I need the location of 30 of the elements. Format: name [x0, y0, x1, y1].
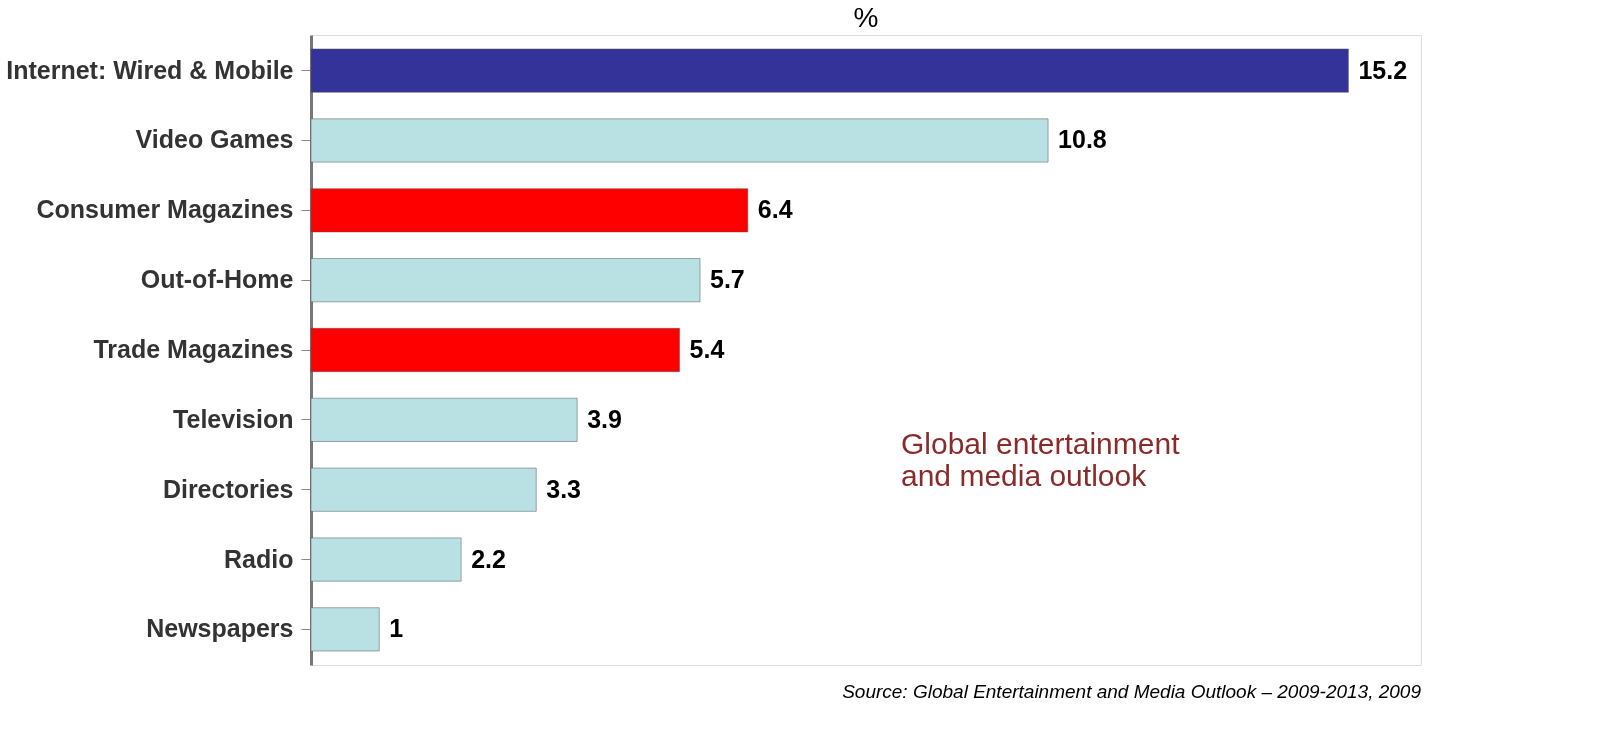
data-label: 5.4 — [689, 335, 725, 363]
data-label: 1 — [389, 614, 404, 643]
bar — [310, 188, 749, 233]
data-label: 10.8 — [1058, 125, 1107, 154]
y-tick-label: Consumer Magazines — [36, 195, 294, 224]
data-label: 3.9 — [587, 404, 622, 433]
y-tick-label: Internet: Wired & Mobile — [6, 55, 294, 84]
bar — [310, 258, 701, 303]
bar — [310, 397, 578, 442]
bar — [310, 467, 537, 512]
y-tick-label: Trade Magazines — [93, 335, 294, 363]
y-tick-label: Directories — [162, 474, 294, 503]
data-label: 6.4 — [757, 195, 793, 224]
y-tick-label: Video Games — [135, 125, 294, 154]
bar — [310, 328, 680, 372]
data-label: 3.3 — [546, 474, 581, 503]
data-label: 15.2 — [1358, 55, 1408, 84]
y-tick-label: Radio — [224, 544, 294, 573]
bar — [310, 118, 1049, 163]
bar — [310, 48, 1349, 93]
annotation: Global entertainment and media outlook — [901, 427, 1181, 492]
y-tick-label: Out-of-Home — [140, 265, 294, 294]
data-label: 2.2 — [471, 544, 506, 573]
bar — [310, 537, 462, 582]
bar — [310, 607, 380, 652]
chart-title: % — [853, 2, 879, 33]
y-tick-label: Television — [173, 404, 294, 433]
y-tick-label: Newspapers — [146, 614, 294, 643]
data-label: 5.7 — [710, 265, 745, 294]
source-note: Source: Global Entertainment and Media Outlook – 2009-2013, 2009 — [842, 681, 1422, 702]
